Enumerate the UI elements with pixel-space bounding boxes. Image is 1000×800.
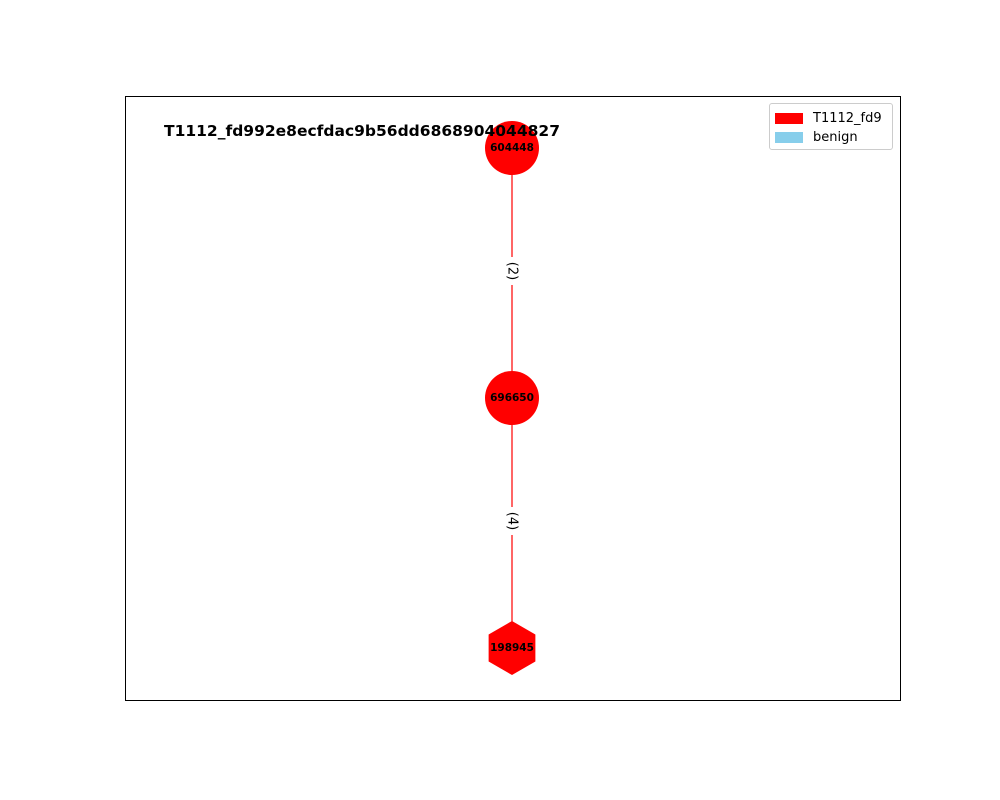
node-198945 (488, 621, 536, 675)
legend-label-benign: benign (813, 129, 858, 145)
legend: T1112_fd9 benign (769, 103, 893, 150)
node-604448 (485, 121, 539, 175)
plot-frame (125, 96, 901, 701)
node-label-696650: 696650 (490, 392, 534, 404)
edge-label-0: (2) (503, 257, 521, 285)
legend-label-attack: T1112_fd9 (813, 110, 882, 126)
svg-text:(2): (2) (505, 262, 520, 280)
svg-text:(4): (4) (505, 512, 520, 530)
legend-item-attack: T1112_fd9 (775, 110, 882, 126)
edge-label-1: (4) (503, 507, 521, 535)
legend-swatch-attack (775, 112, 803, 124)
node-label-604448: 604448 (490, 142, 534, 154)
graph-title: T1112_fd992e8ecfdac9b56dd6868904044827 (164, 122, 560, 140)
node-696650 (485, 371, 539, 425)
legend-swatch-benign (775, 131, 803, 143)
node-label-198945: 198945 (490, 642, 534, 654)
legend-item-benign: benign (775, 129, 858, 145)
